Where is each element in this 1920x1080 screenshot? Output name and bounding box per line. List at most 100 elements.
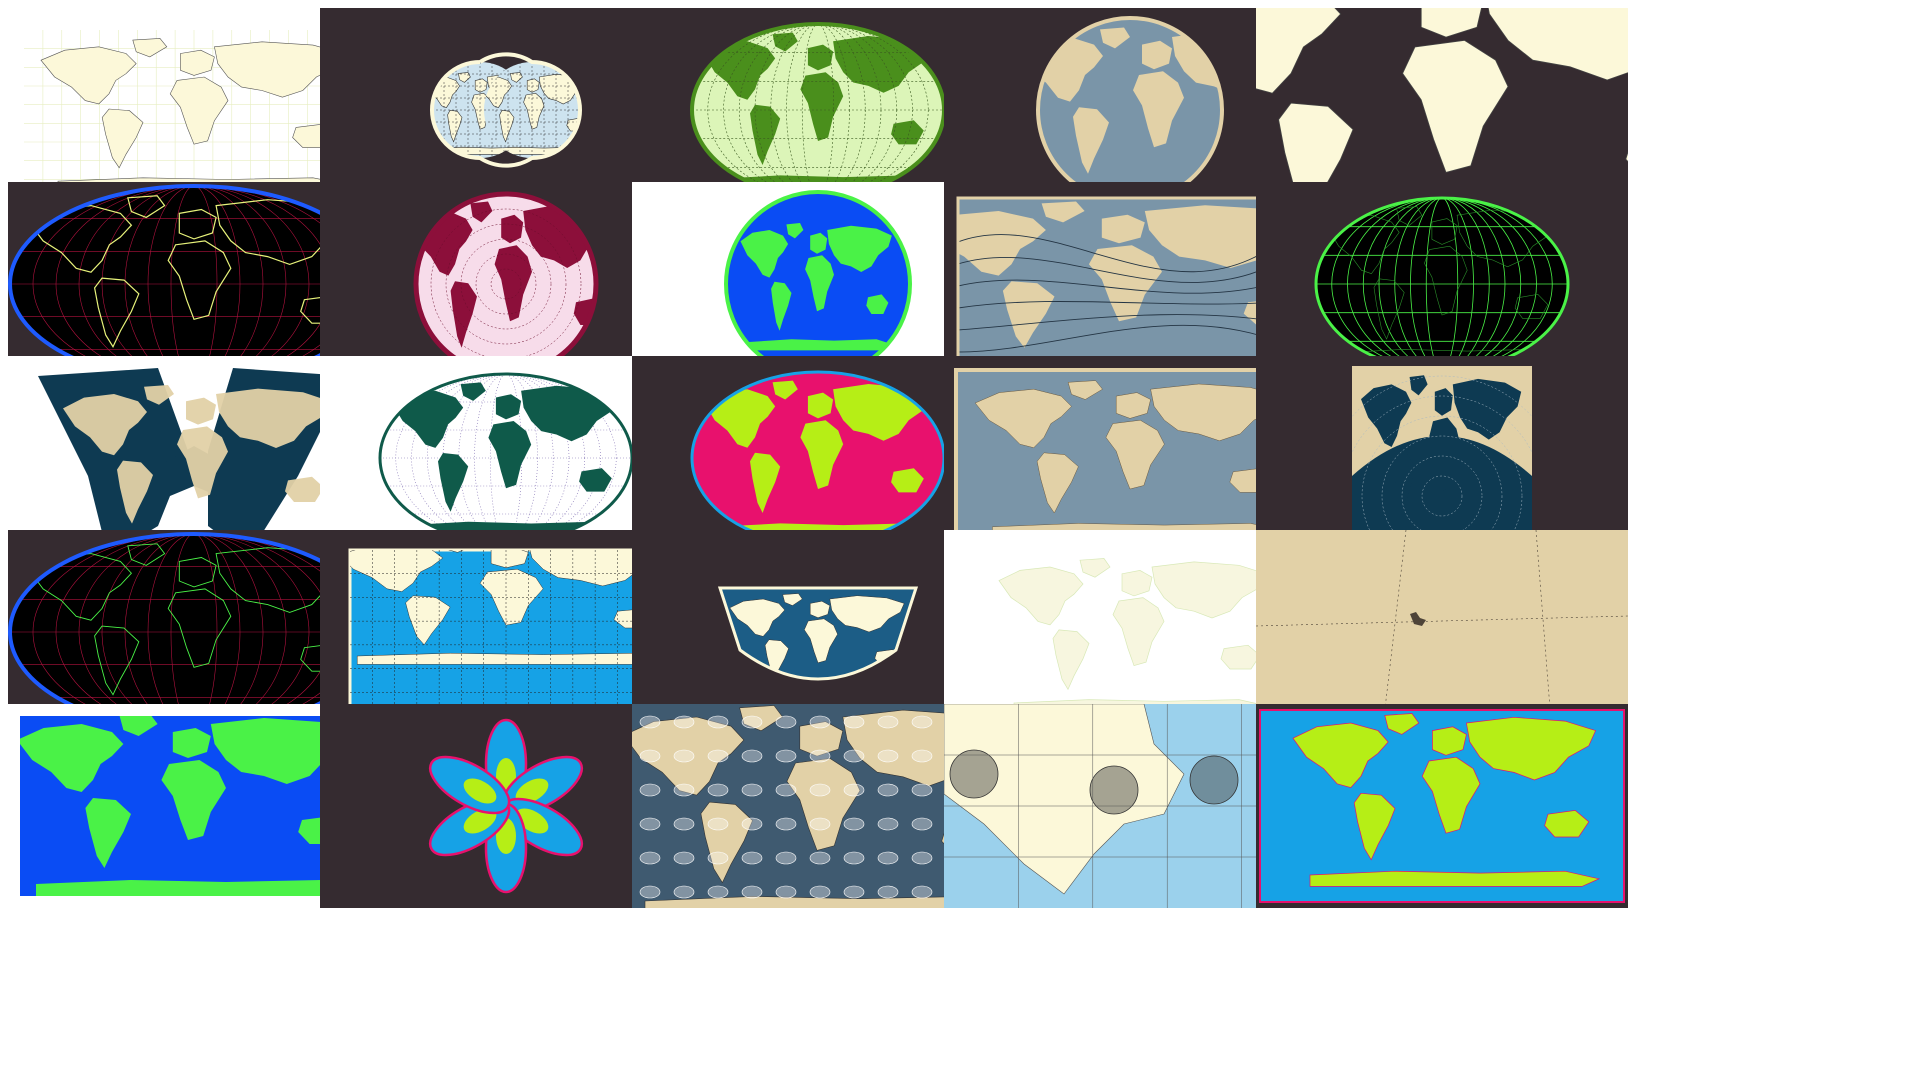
continent-6: [1544, 810, 1590, 838]
continent-2: [771, 281, 792, 331]
map-thumbnail-dark-bowl-projection[interactable]: [632, 530, 1004, 734]
continent-2: [1353, 792, 1396, 861]
world-map-icon: [1256, 182, 1628, 386]
map-thumbnail-dark-navy-square[interactable]: [1256, 356, 1628, 560]
graticule-line: [1256, 615, 1628, 627]
continent-2: [1002, 281, 1055, 348]
continent-3: [178, 208, 217, 240]
map-thumbnail-light-north-america-circles[interactable]: [944, 704, 1316, 908]
continent-0: [27, 204, 133, 273]
continent-2: [1373, 278, 1405, 340]
continent-6: [1220, 644, 1261, 670]
continent-4: [161, 760, 226, 840]
continent-4: [1105, 419, 1165, 490]
continent-4: [1133, 71, 1184, 148]
continent-5: [216, 388, 330, 448]
map-thumbnail-dark-double-hemisphere[interactable]: [320, 8, 692, 212]
continent-5: [210, 718, 356, 784]
meridian-curve: [458, 374, 554, 542]
graticule-line: [1381, 530, 1407, 734]
map-thumbnail-black-mollweide-neon[interactable]: [8, 530, 380, 734]
map-thumbnail-dark-tissot-indicatrix[interactable]: [632, 704, 1004, 908]
continent-1: [1041, 201, 1085, 223]
continent-5: [1151, 561, 1267, 619]
continent-1: [460, 382, 486, 401]
world-map-icon: [632, 530, 1004, 734]
world-map-icon: [944, 356, 1316, 560]
world-map-icon: [8, 182, 380, 386]
tile-background: [1256, 530, 1628, 734]
continent-1: [127, 543, 166, 566]
continent-1: [1396, 206, 1423, 226]
continent-3: [474, 78, 488, 93]
continent-3: [501, 214, 524, 244]
map-thumbnail-dark-six-petal-flower[interactable]: [320, 704, 692, 908]
continent-4: [169, 76, 229, 145]
map-thumbnail-dark-magenta-lime-ellipse[interactable]: [632, 356, 1004, 560]
continent-0: [632, 716, 745, 796]
continent-1: [132, 38, 168, 58]
continent-0: [1256, 8, 1342, 94]
continent-0: [63, 394, 147, 456]
map-thumbnail-sand-zoomed-hawaii[interactable]: [1256, 530, 1628, 734]
world-map-icon: [1256, 704, 1628, 908]
continent-3: [1121, 570, 1153, 597]
continent-4: [523, 92, 545, 130]
continent-6: [1514, 293, 1549, 319]
continent-2: [438, 453, 469, 512]
continent-2: [750, 104, 781, 165]
continent-1: [786, 223, 804, 239]
continent-6: [1494, 469, 1518, 495]
continent-3: [1434, 388, 1453, 416]
world-map-icon: [632, 704, 1004, 908]
continent-3: [495, 394, 522, 420]
continent-4: [494, 245, 532, 322]
continent-3: [1431, 218, 1458, 245]
world-map-icon: [320, 704, 692, 908]
continent-5: [833, 384, 929, 441]
continent-3: [172, 728, 211, 758]
continent-1: [144, 385, 174, 405]
continent-1: [119, 716, 158, 736]
continent-1: [448, 550, 464, 553]
map-thumbnail-black-robinson-neon[interactable]: [8, 182, 380, 386]
continent-3: [809, 600, 831, 618]
continent-2: [450, 281, 477, 348]
map-thumbnail-white-butterfly-navy[interactable]: [8, 356, 380, 560]
continent-1: [782, 593, 803, 606]
continent-2: [405, 595, 451, 646]
continent-3: [186, 397, 216, 425]
continent-2: [700, 801, 753, 884]
continent-7: [36, 880, 359, 896]
map-thumbnail-white-blue-green-globe[interactable]: [632, 182, 1004, 386]
continent-2: [93, 277, 140, 348]
continent-6: [1625, 150, 1628, 163]
meridian-curve: [474, 374, 538, 542]
continent-2: [1052, 629, 1090, 691]
continent-3: [1432, 726, 1467, 756]
continent-3: [1101, 214, 1145, 244]
continent-0: [729, 598, 786, 637]
map-thumbnail-dark-sand-rotated-rect[interactable]: [944, 182, 1316, 386]
map-thumbnail-dark-sand-slate-rect[interactable]: [944, 356, 1316, 560]
continent-4: [488, 421, 532, 489]
map-thumbnail-dark-sky-lime-rect[interactable]: [1256, 704, 1628, 908]
continent-4: [167, 588, 232, 668]
map-thumbnail-white-royal-blue-neon-green[interactable]: [8, 704, 380, 908]
map-thumbnail-dark-green-outline-ellipse[interactable]: [1256, 182, 1628, 386]
continent-6: [866, 294, 889, 314]
world-map-icon: [8, 530, 380, 734]
continent-2: [85, 798, 131, 868]
world-map-icon: [1256, 356, 1628, 560]
continent-2: [1393, 452, 1415, 517]
continent-0: [40, 46, 137, 105]
continent-3: [526, 78, 540, 93]
continent-2: [1073, 107, 1109, 174]
world-map-icon: [320, 8, 692, 212]
continent-1: [1100, 27, 1130, 49]
world-map-icon: [8, 704, 380, 908]
continent-4: [805, 255, 834, 312]
continent-4: [1424, 245, 1468, 316]
continent-3: [178, 557, 217, 588]
